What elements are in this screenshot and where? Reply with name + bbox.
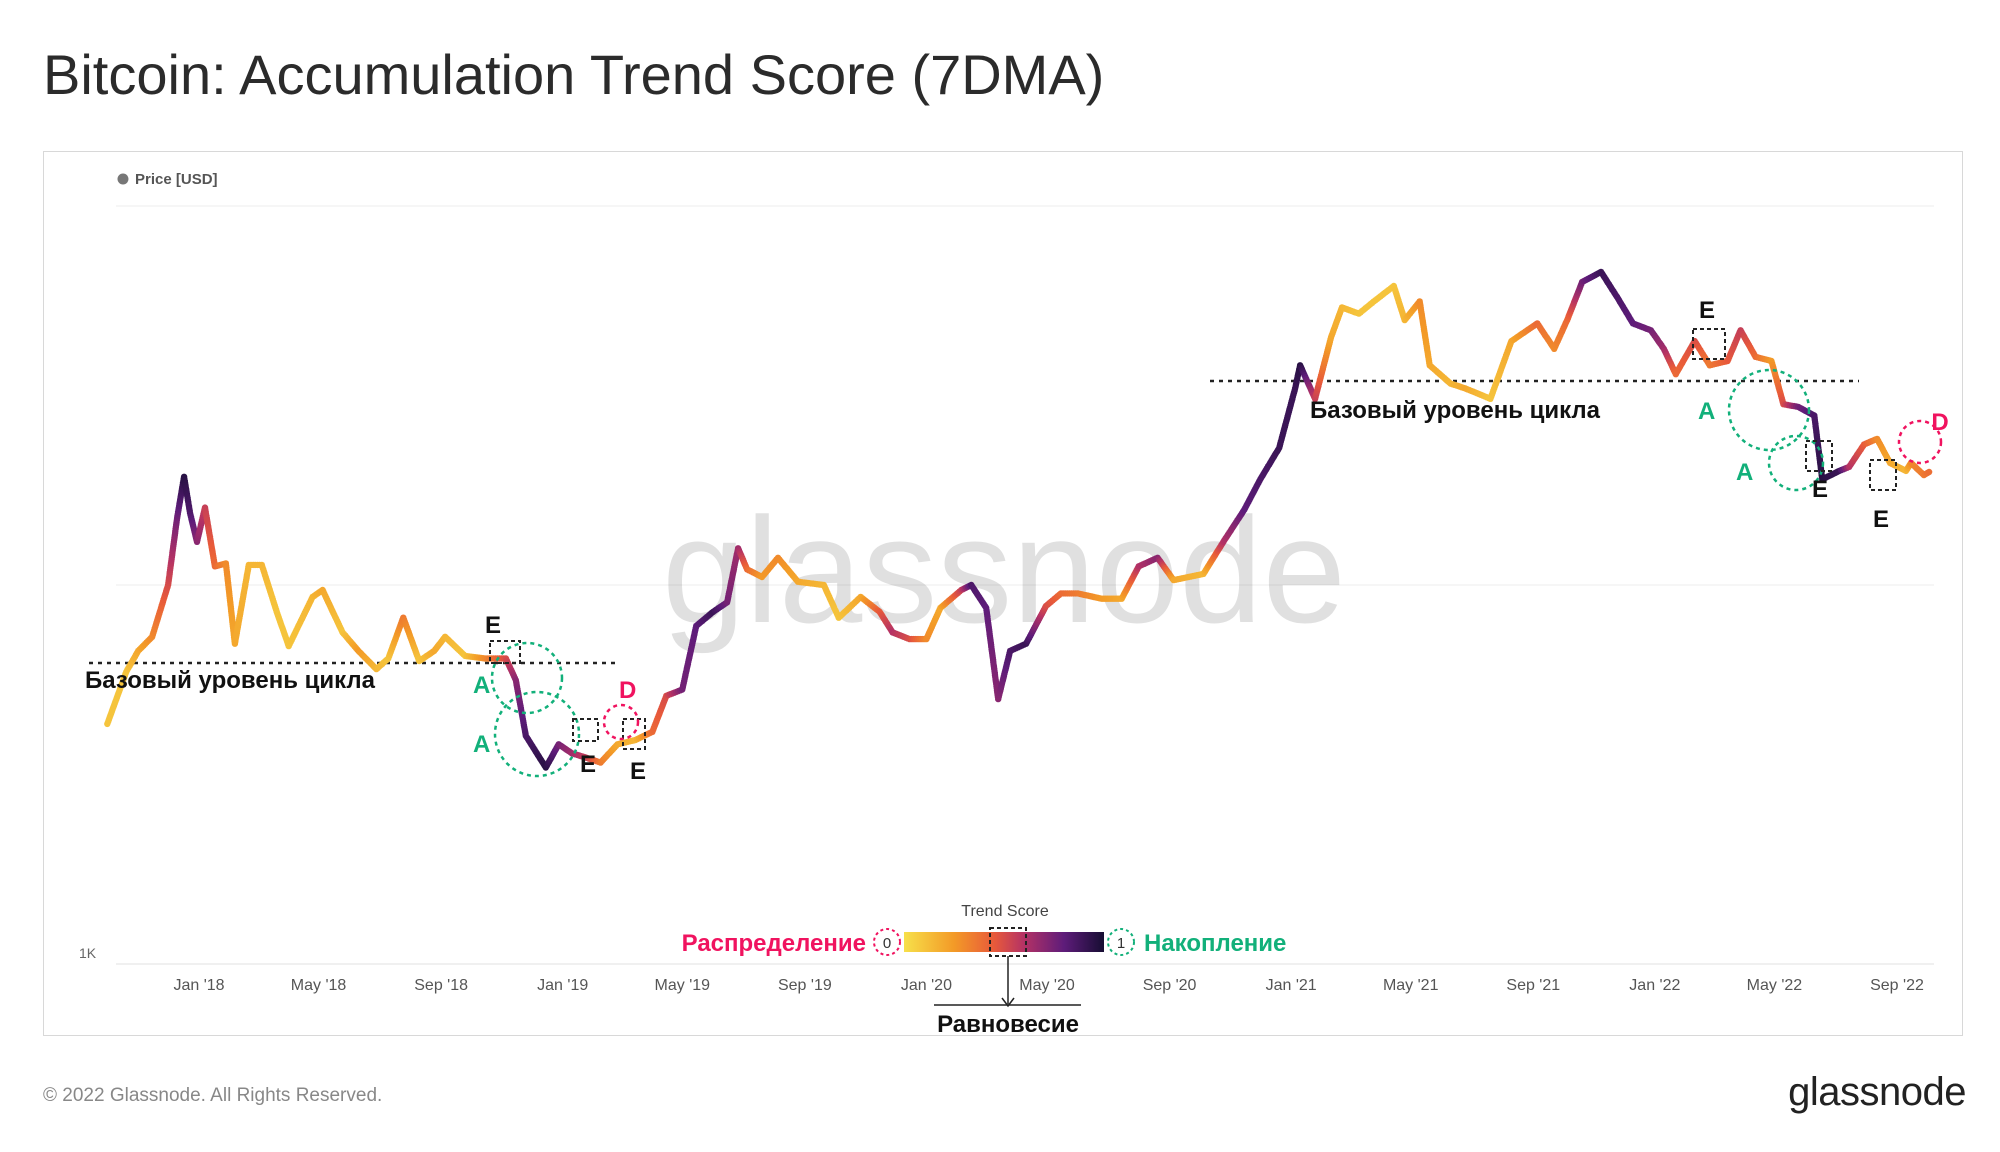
x-tick-label: May '22: [1747, 977, 1803, 994]
equilibrium-label: Равновесие: [937, 1011, 1079, 1037]
copyright-text: © 2022 Glassnode. All Rights Reserved.: [43, 1085, 383, 1106]
accumulation-circle: [1727, 368, 1811, 452]
price-chart: glassnode Price [USD] 1K Jan '18 May '18 S…: [79, 171, 1949, 1037]
distribution-circle: [1897, 419, 1943, 465]
equilibrium-box: [1692, 328, 1726, 360]
colorbar-title: Trend Score: [961, 903, 1049, 920]
baseline-label-left: Базовый уровень цикла: [85, 667, 376, 694]
equilibrium-box: [489, 640, 521, 664]
colorbar-max-label: 1: [1117, 935, 1125, 952]
x-tick-label: Jan '20: [901, 977, 952, 994]
brand-logo: glassnode: [1788, 1070, 1966, 1114]
marker-a: A: [473, 672, 490, 699]
x-tick-label: Sep '20: [1143, 977, 1197, 994]
x-axis-ticks: Jan '18 May '18 Sep '18 Jan '19 May '19 Sep '…: [173, 977, 1924, 994]
equilibrium-box: [572, 718, 599, 742]
distribution-circle: [602, 703, 640, 741]
x-tick-label: Sep '22: [1870, 977, 1924, 994]
baseline-label-right: Базовый уровень цикла: [1310, 397, 1601, 424]
price-series: [104, 268, 1933, 771]
x-tick-label: May '19: [655, 977, 711, 994]
accumulation-label: Накопление: [1144, 930, 1286, 957]
marker-a: A: [1698, 398, 1715, 425]
accumulation-circle: [1767, 434, 1825, 492]
marker-e: E: [485, 612, 501, 639]
equilibrium-box: [622, 718, 646, 750]
distribution-label: Распределение: [682, 930, 866, 957]
accumulation-circle: [490, 641, 564, 715]
x-tick-label: Jan '18: [173, 977, 224, 994]
legend-label: Price [USD]: [135, 171, 218, 188]
x-tick-label: Sep '18: [414, 977, 468, 994]
x-tick-label: Sep '21: [1506, 977, 1560, 994]
colorbar-max-circle: [1107, 928, 1135, 956]
chart-frame: glassnode Price [USD] 1K Jan '18 May '18 S…: [43, 151, 1963, 1037]
x-tick-label: Jan '22: [1629, 977, 1680, 994]
marker-e: E: [1873, 506, 1889, 533]
equilibrium-box: [989, 927, 1027, 957]
watermark: glassnode: [662, 486, 1346, 654]
x-tick-label: Sep '19: [778, 977, 832, 994]
marker-e: E: [630, 758, 646, 785]
marker-d: D: [1931, 409, 1948, 436]
marker-a: A: [1736, 459, 1753, 486]
marker-a: A: [473, 731, 490, 758]
x-tick-label: May '21: [1383, 977, 1439, 994]
marker-e: E: [1699, 297, 1715, 324]
legend-dot: [117, 173, 129, 185]
x-tick-label: Jan '19: [537, 977, 588, 994]
accumulation-circle: [493, 690, 581, 778]
x-tick-label: Jan '21: [1266, 977, 1317, 994]
colorbar-gradient: [904, 932, 1104, 952]
price-point: [1925, 468, 1933, 476]
x-tick-label: May '20: [1019, 977, 1075, 994]
colorbar-min-circle: [873, 928, 901, 956]
equilibrium-arrowhead: [1001, 997, 1015, 1008]
colorbar-min-label: 0: [883, 935, 891, 952]
page-title: Bitcoin: Accumulation Trend Score (7DMA): [43, 43, 1105, 106]
x-tick-label: May '18: [291, 977, 347, 994]
y-tick-label: 1K: [79, 945, 97, 961]
marker-e: E: [580, 751, 596, 778]
marker-e: E: [1812, 476, 1828, 503]
marker-d: D: [619, 677, 636, 704]
